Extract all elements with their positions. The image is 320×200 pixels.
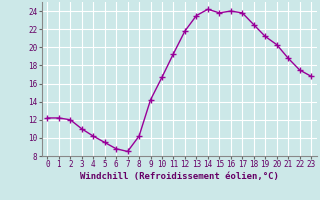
X-axis label: Windchill (Refroidissement éolien,°C): Windchill (Refroidissement éolien,°C) — [80, 172, 279, 181]
